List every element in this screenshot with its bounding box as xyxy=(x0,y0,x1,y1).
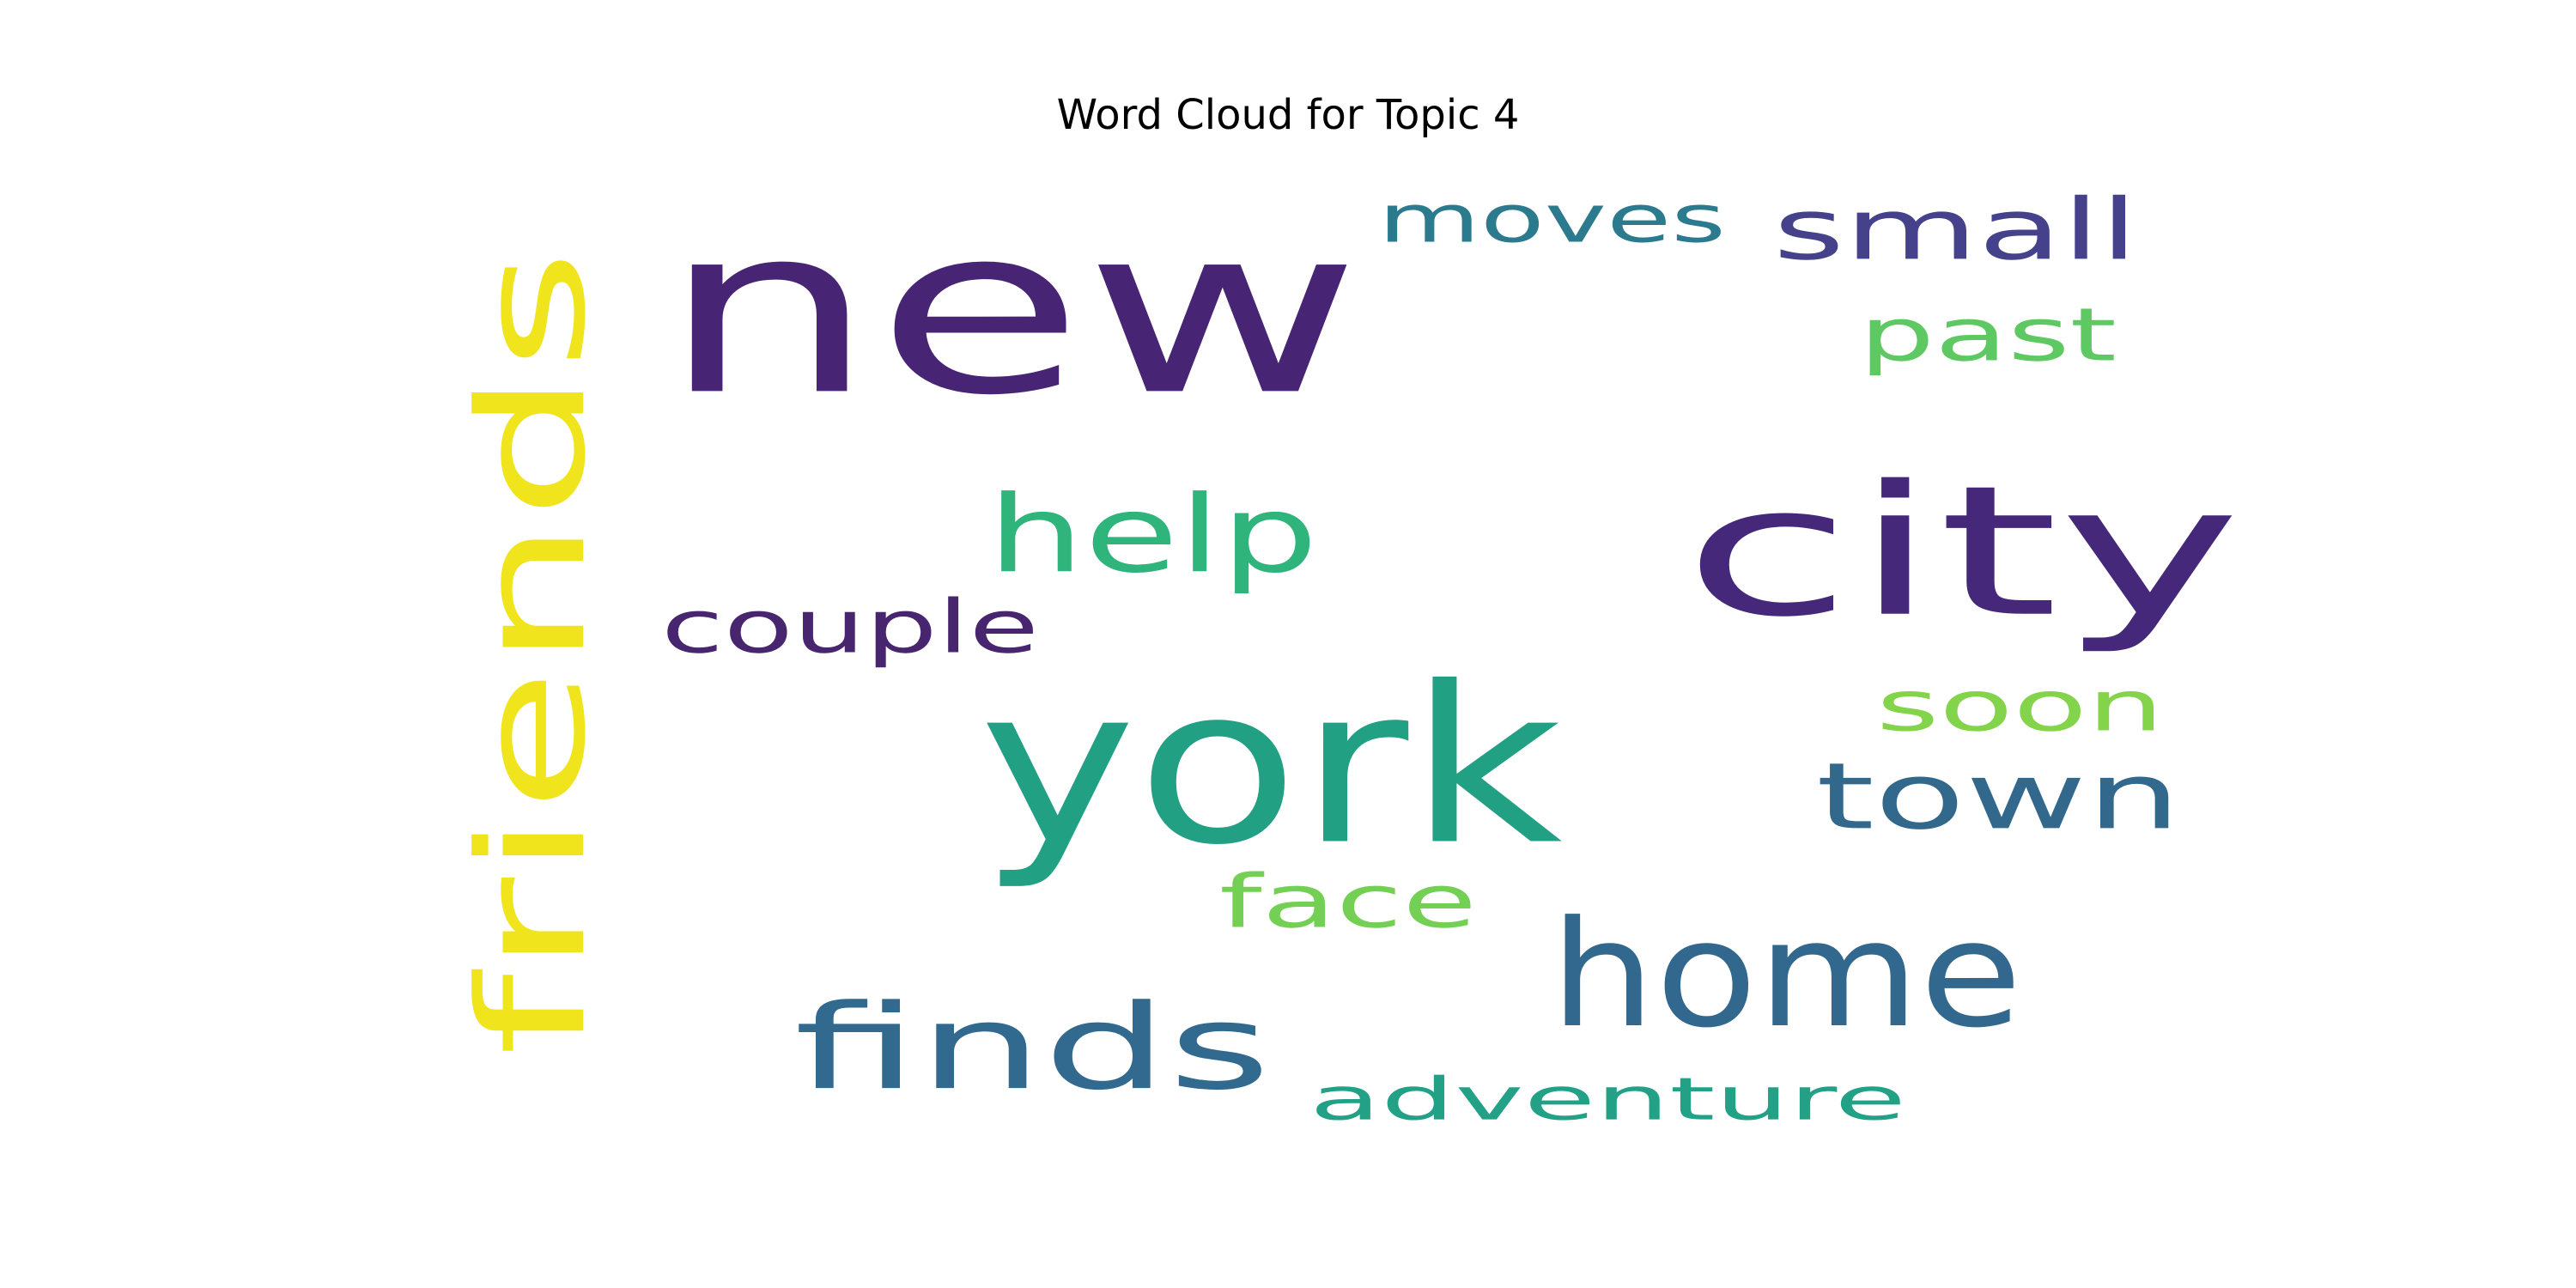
chart-title: Word Cloud for Topic 4 xyxy=(1056,91,1520,139)
word-help: help xyxy=(987,473,1318,597)
word-city: city xyxy=(1683,447,2241,657)
word-small: small xyxy=(1773,181,2138,279)
word-soon: soon xyxy=(1876,666,2164,748)
word-friends: friends xyxy=(447,249,618,1056)
word-york: york xyxy=(979,641,1563,893)
word-new: new xyxy=(661,177,1361,446)
word-finds: finds xyxy=(794,979,1271,1115)
word-face: face xyxy=(1219,860,1477,945)
word-home: home xyxy=(1550,890,2022,1060)
word-past: past xyxy=(1859,293,2117,378)
word-town: town xyxy=(1816,744,2181,850)
word-adventure: adventure xyxy=(1309,1066,1906,1134)
word-moves: moves xyxy=(1378,181,1726,258)
word-couple: couple xyxy=(661,585,1039,670)
